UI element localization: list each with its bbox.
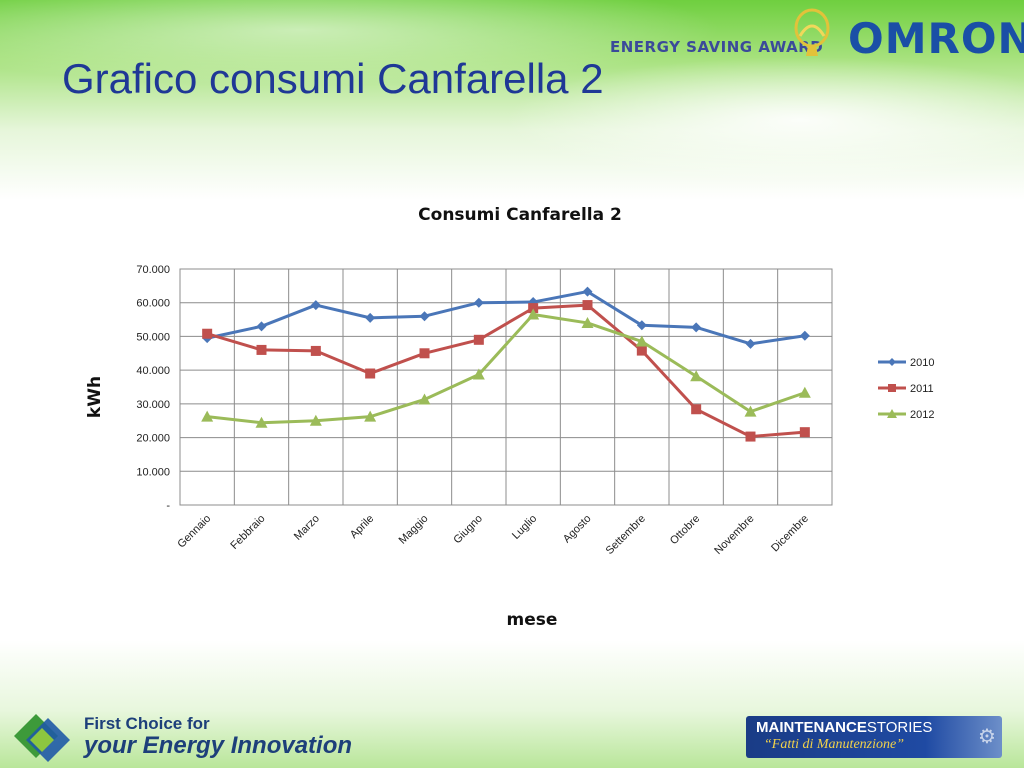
page-title: Grafico consumi Canfarella 2 [62,55,604,102]
chart-series [201,286,811,442]
y-axis-ticks: - 10.000 20.000 30.000 40.000 50.000 60.000 70.… [136,264,170,512]
series-2010 [202,286,810,349]
y-tick-label: 30.000 [136,399,170,411]
energy-innovation-text: your Energy Innovation [84,732,353,759]
legend-marker-2012 [887,409,897,418]
data-point-2010 [256,321,267,332]
data-point-2011 [256,344,267,355]
maintenance-word: MAINTENANCE [756,719,867,736]
data-point-2012 [581,316,594,328]
x-tick-label: Settembre [604,513,648,557]
x-tick-label: Dicembre [769,513,811,555]
x-tick-label: Giugno [451,513,485,547]
series-line-2012 [207,313,806,425]
first-choice-logo: First Choice for your Energy Innovation [12,712,352,764]
chart-grid [179,268,833,506]
data-point-2011 [582,300,593,311]
gear-icon: ⚙ [978,726,996,748]
x-tick-label: Novembre [712,513,756,557]
legend-marker-2011 [888,384,896,392]
x-tick-label: Agosto [561,513,594,546]
series-2012 [201,308,811,428]
data-point-2010 [365,312,376,323]
data-point-2010 [799,330,810,341]
legend-label-2010: 2010 [910,357,934,369]
x-tick-label: Maggio [397,513,431,547]
x-tick-label: Marzo [292,513,322,543]
legend-label-2011: 2011 [910,383,934,395]
series-2011 [202,300,810,442]
data-point-2012 [309,414,322,426]
data-point-2010 [745,338,756,349]
fatti-di-manutenzione-text: “Fatti di Manutenzione” [764,737,904,752]
y-tick-label: 60.000 [136,298,170,310]
data-point-2011 [745,431,756,442]
stories-word: STORIES [866,719,933,736]
data-point-2012 [527,308,540,320]
data-point-2010 [473,297,484,308]
y-tick-label: 40.000 [136,365,170,377]
data-point-2010 [419,311,430,322]
data-point-2010 [691,322,702,333]
x-axis-ticks: Gennaio Febbraio Marzo Aprile Maggio Giugno Lu… [175,513,811,557]
data-point-2011 [528,303,539,314]
y-tick-label: 10.000 [136,466,170,478]
data-point-2012 [201,410,214,422]
data-point-2011 [310,345,321,356]
header-background [0,0,1024,200]
data-point-2010 [310,300,321,311]
data-point-2012 [635,335,648,347]
data-point-2012 [472,368,485,380]
data-point-2012 [744,405,757,417]
data-point-2011 [799,427,810,438]
omron-logo: OMRON [848,14,1024,63]
y-tick-label: - [166,500,170,512]
data-point-2011 [473,334,484,345]
consumption-chart: Consumi Canfarella 2 - 10.000 20.000 30.000… [85,205,934,630]
award-trophy-icon [794,8,830,56]
series-line-2010 [206,290,806,346]
chart-legend: 2010 2011 2012 [878,357,934,421]
energy-saving-award-text: ENERGY SAVING AWARD [610,38,824,56]
data-point-2011 [365,368,376,379]
data-point-2011 [691,404,702,415]
data-point-2011 [419,348,430,359]
y-tick-label: 70.000 [136,264,170,276]
maintenance-stories-logo: MAINTENANCESTORIES “Fatti di Manutenzion… [746,716,1002,758]
maintenance-stories-title: MAINTENANCESTORIES [756,719,932,736]
data-point-2011 [636,345,647,356]
legend-marker-2010 [888,358,896,366]
data-point-2012 [255,416,268,428]
data-point-2011 [202,328,213,339]
data-point-2010 [582,286,593,297]
y-tick-label: 20.000 [136,433,170,445]
first-choice-text: First Choice for [84,714,210,733]
y-tick-label: 50.000 [136,331,170,343]
x-tick-label: Luglio [510,513,539,542]
legend-label-2012: 2012 [910,409,934,421]
data-point-2012 [690,370,703,382]
data-point-2010 [636,320,647,331]
series-line-2011 [206,303,805,439]
x-axis-label: mese [507,610,558,630]
data-point-2012 [798,386,811,398]
chart-title: Consumi Canfarella 2 [418,205,622,225]
x-tick-label: Febbraio [228,513,267,552]
x-tick-label: Gennaio [175,513,213,551]
x-tick-label: Ottobre [668,513,702,547]
y-axis-label: kWh [85,376,105,418]
data-point-2012 [364,410,377,422]
energy-innovation-diamond-icon [14,714,70,762]
data-point-2012 [418,393,431,405]
x-tick-label: Aprile [348,513,376,541]
